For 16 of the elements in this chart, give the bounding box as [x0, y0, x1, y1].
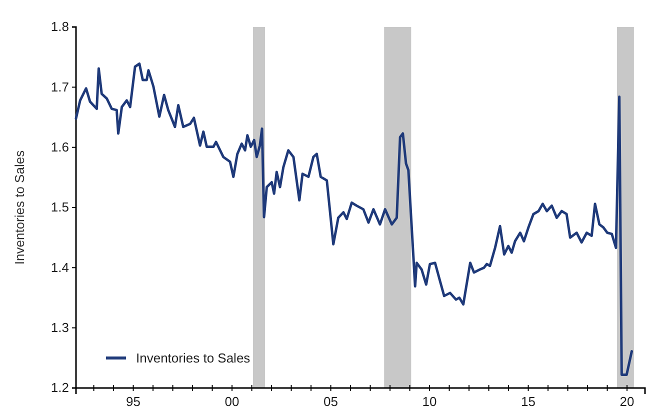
y-axis-title: Inventories to Sales [12, 150, 27, 265]
y-tick-label: 1.4 [50, 260, 69, 275]
x-tick-label: 20 [620, 394, 634, 410]
y-tick-label: 1.3 [50, 320, 69, 335]
legend-label: Inventories to Sales [136, 350, 251, 366]
y-tick-label: 1.5 [50, 200, 69, 215]
x-tick-label: 05 [324, 394, 338, 410]
x-tick-label: 10 [422, 394, 437, 410]
line-series [74, 62, 634, 376]
y-tick-label: 1.6 [50, 139, 69, 154]
y-tick-label: 1.2 [50, 380, 69, 396]
y-tick-label: 1.8 [50, 19, 69, 34]
x-tick-label: 00 [224, 394, 240, 410]
x-tick-label: 15 [521, 394, 536, 410]
x-tick-label: 95 [126, 394, 141, 410]
y-tick-label: 1.7 [50, 79, 69, 94]
